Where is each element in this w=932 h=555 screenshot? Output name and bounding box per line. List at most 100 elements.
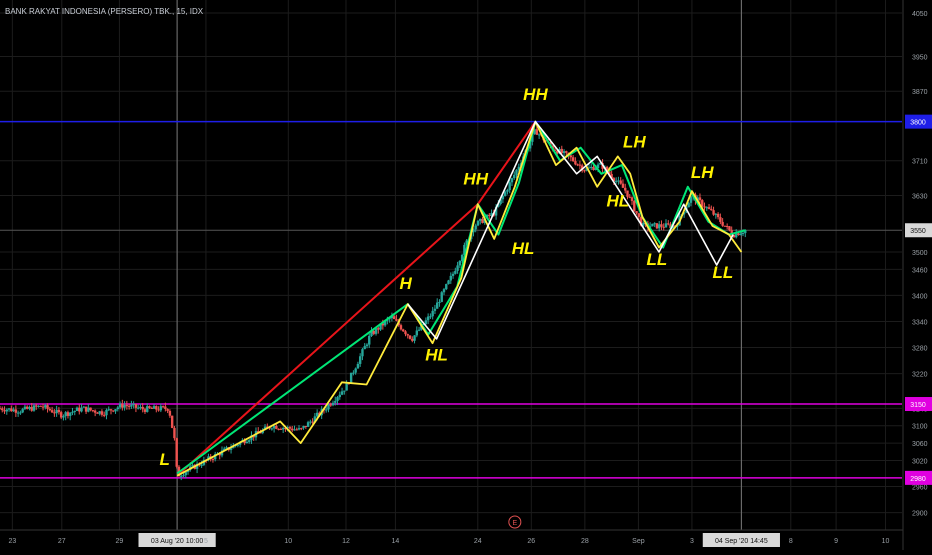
candle-body [272, 425, 276, 429]
candle-body [175, 438, 178, 467]
candle-body [544, 140, 548, 142]
level-price-label: 2980 [910, 476, 926, 483]
candle-body [164, 406, 167, 409]
candle-body [456, 265, 459, 271]
candle-body [438, 301, 441, 303]
candle-body [506, 190, 509, 192]
candle-body [449, 275, 452, 281]
candle-body [150, 407, 153, 409]
candle-body [408, 335, 412, 339]
candle-body [413, 335, 416, 341]
candle-layer [0, 125, 747, 481]
x-tick-label: 8 [789, 538, 793, 545]
pattern-label: LH [691, 163, 714, 182]
candle-body [676, 225, 679, 227]
candle-body [291, 428, 294, 431]
candle-body [252, 435, 255, 438]
candle-body [19, 412, 22, 414]
candle-body [98, 411, 101, 414]
candle-body [184, 472, 187, 476]
price-axis-bg [903, 0, 932, 550]
level-price-box [905, 397, 932, 412]
candle-body [125, 405, 129, 407]
candle-body [395, 319, 398, 321]
candle-body [35, 405, 38, 407]
candle-body [553, 149, 557, 151]
candle-body [44, 405, 47, 408]
x-tick-label: 5 [204, 538, 208, 545]
candle-body [141, 406, 144, 410]
candle-body [331, 402, 335, 406]
candle-body [664, 223, 668, 228]
candle-body [698, 197, 702, 201]
candle-body [612, 178, 616, 182]
candle-body [64, 412, 67, 417]
candle-body [660, 224, 663, 227]
grid-layer [0, 0, 902, 530]
candle-body [619, 180, 622, 184]
candle-body [211, 458, 215, 460]
candle-body [315, 412, 319, 417]
candle-body [0, 408, 2, 410]
candle-body [143, 409, 147, 412]
candle-body [728, 226, 731, 231]
candle-body [379, 323, 382, 330]
candle-body [281, 427, 285, 430]
crosshair-time-label: 04 Sep '20 14:45 [715, 538, 768, 545]
candle-body [361, 349, 364, 357]
candle-body [46, 405, 49, 409]
candle-body [338, 394, 341, 398]
candle-body [336, 397, 339, 401]
y-tick-label: 3100 [912, 424, 928, 431]
candle-body [10, 408, 13, 412]
candle-body [658, 224, 661, 229]
candle-body [531, 134, 534, 142]
candle-body [116, 407, 119, 410]
candle-body [537, 134, 541, 136]
candle-body [14, 409, 18, 413]
candle-body [28, 407, 31, 409]
candle-body [78, 407, 81, 412]
candle-body [454, 270, 457, 274]
candle-body [707, 207, 711, 209]
candle-body [284, 427, 287, 429]
candle-body [669, 224, 672, 229]
candle-body [442, 289, 446, 293]
candle-body [277, 428, 280, 430]
candle-body [411, 338, 414, 341]
candle-body [590, 166, 593, 168]
candle-body [21, 409, 24, 413]
candle-body [710, 208, 713, 211]
candle-body [599, 163, 602, 165]
crosshair-price-box [905, 223, 932, 238]
level-price-label: 3800 [910, 120, 926, 127]
x-tick-label: 9 [834, 538, 838, 545]
candle-body [218, 453, 221, 456]
candle-body [354, 368, 357, 373]
candle-body [513, 174, 516, 179]
candle-body [689, 196, 693, 203]
candle-body [75, 407, 79, 411]
candle-body [343, 390, 346, 392]
candle-body [576, 164, 579, 166]
candle-body [580, 165, 584, 171]
candle-body [701, 200, 704, 207]
overlay-layer [176, 120, 746, 477]
candle-body [429, 316, 432, 318]
candle-body [200, 464, 203, 466]
candle-body [608, 171, 611, 175]
candle-body [311, 421, 314, 423]
candle-body [436, 302, 439, 309]
candle-body [25, 406, 29, 409]
candle-body [735, 233, 738, 238]
candle-body [186, 469, 190, 473]
candle-body [610, 174, 613, 179]
candle-body [139, 406, 142, 408]
candle-body [587, 167, 591, 169]
x-tick-label: 24 [474, 538, 482, 545]
level-price-label: 3150 [910, 402, 926, 409]
candle-body [465, 240, 468, 245]
candle-body [91, 410, 95, 412]
